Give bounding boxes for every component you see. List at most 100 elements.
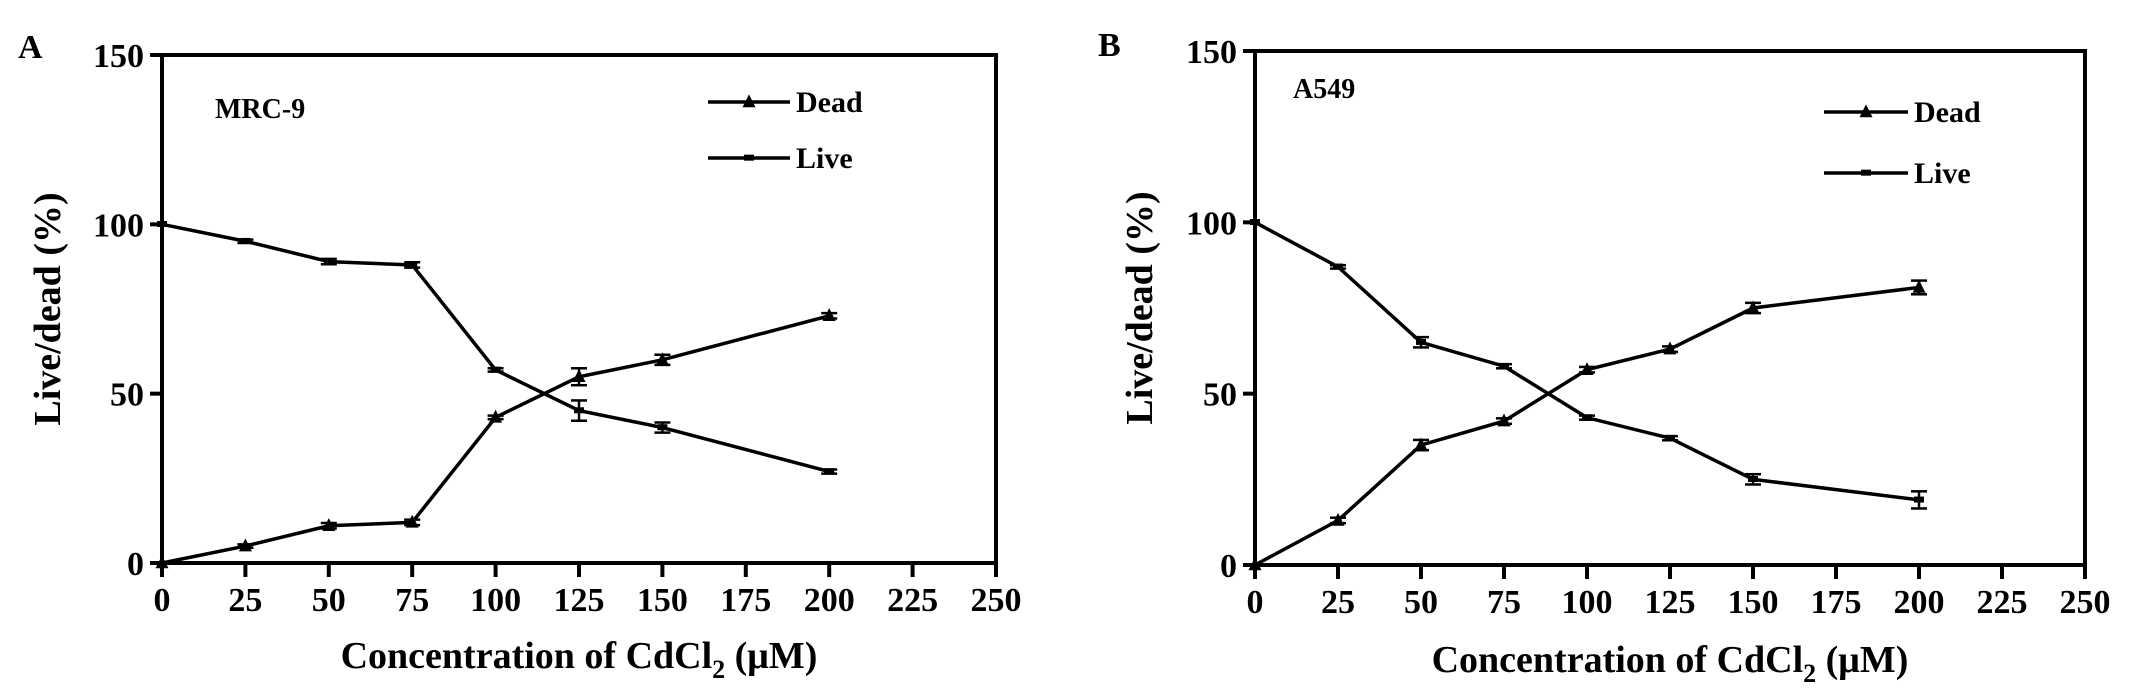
- x-axis-label-unit: (μM): [1816, 639, 1908, 681]
- series-line-live: [161, 222, 830, 474]
- y-tick-label: 100: [1186, 205, 1237, 242]
- legend-marker: [742, 94, 756, 108]
- series-dead: [1248, 279, 1927, 571]
- x-tick-label: 175: [1811, 584, 1862, 621]
- x-axis-label: Concentration of CdCl2 (μM): [1432, 639, 1909, 688]
- x-tick-label: 25: [228, 582, 262, 619]
- data-point-dead: [1663, 341, 1677, 355]
- series-dead: [155, 308, 838, 569]
- x-axis-label: Concentration of CdCl2 (μM): [341, 635, 818, 684]
- data-point-dead: [655, 352, 669, 366]
- legend-label: Dead: [1914, 96, 1981, 129]
- x-tick-label: 125: [1645, 584, 1696, 621]
- x-tick-label: 50: [1404, 584, 1438, 621]
- x-tick-label: 125: [554, 582, 605, 619]
- x-axis-label-main: Concentration of CdCl: [341, 635, 713, 677]
- legend-marker: [744, 154, 754, 161]
- y-tick-label: 0: [127, 546, 144, 583]
- plot-frame: [160, 53, 998, 565]
- data-point-live: [407, 261, 418, 268]
- y-tick-label: 50: [1203, 377, 1237, 414]
- data-point-dead: [155, 555, 169, 569]
- x-tick-label: 250: [971, 582, 1022, 619]
- legend-label: Live: [796, 142, 853, 175]
- y-tick-label: 150: [93, 38, 144, 75]
- series-line-live: [1254, 220, 1920, 502]
- x-tick-label: 225: [887, 582, 938, 619]
- y-tick-label: 100: [93, 207, 144, 244]
- data-point-dead: [1912, 279, 1926, 293]
- data-point-dead: [1414, 437, 1428, 451]
- y-tick-label: 0: [1220, 548, 1237, 585]
- series-live: [157, 221, 838, 475]
- x-tick-label: 150: [1728, 584, 1779, 621]
- cell-line-annotation: A549: [1293, 74, 1355, 105]
- data-point-dead: [1248, 557, 1262, 571]
- legend-marker: [1861, 169, 1871, 176]
- x-tick-label: 200: [1894, 584, 1945, 621]
- data-point-live: [1250, 219, 1260, 225]
- data-point-live: [240, 237, 251, 244]
- data-point-live: [824, 468, 835, 475]
- x-tick-label: 0: [154, 582, 171, 619]
- x-axis-label-unit: (μM): [725, 635, 817, 677]
- y-tick-label: 150: [1186, 34, 1237, 71]
- data-point-live: [1914, 496, 1924, 503]
- cell-line-annotation: MRC-9: [215, 94, 305, 125]
- data-point-dead: [1580, 362, 1594, 375]
- legend-entry-live: Live: [708, 142, 853, 175]
- y-axis-label: Live/dead (%): [27, 192, 69, 425]
- legend-entry-dead: Dead: [708, 86, 863, 119]
- data-point-live: [574, 407, 584, 414]
- legend-label: Live: [1914, 157, 1971, 190]
- x-tick-label: 75: [1487, 584, 1521, 621]
- x-tick-label: 250: [2060, 584, 2111, 621]
- series-line-dead: [161, 314, 830, 565]
- y-axis-label: Live/dead (%): [1119, 191, 1161, 424]
- x-tick-label: 150: [637, 582, 688, 619]
- x-tick-label: 50: [312, 582, 346, 619]
- x-axis-label-subscript: 2: [1803, 659, 1816, 688]
- data-point-live: [490, 366, 501, 373]
- data-point-live: [157, 221, 167, 227]
- data-point-live: [1748, 476, 1758, 482]
- data-point-dead: [572, 369, 586, 382]
- legend-marker: [1859, 104, 1873, 118]
- x-tick-label: 0: [1247, 584, 1264, 621]
- data-point-dead: [405, 514, 419, 528]
- x-axis-label-subscript: 2: [712, 655, 725, 684]
- x-axis-label-main: Concentration of CdCl: [1432, 639, 1804, 681]
- data-point-dead: [322, 518, 336, 532]
- data-point-dead: [1497, 413, 1511, 427]
- legend-entry-live: Live: [1824, 157, 1971, 190]
- series-live: [1250, 219, 1927, 510]
- x-tick-label: 100: [470, 582, 521, 619]
- data-point-live: [1665, 434, 1675, 441]
- data-point-dead: [1746, 300, 1760, 314]
- panel-letter: B: [1098, 27, 1121, 64]
- chart-panel-a: A 0 50 100 150 0 25 50 75 100 125 150 175 200 225 250 Li…: [18, 29, 1022, 684]
- x-tick-label: 225: [1977, 584, 2028, 621]
- data-point-live: [1499, 362, 1509, 369]
- x-tick-label: 175: [720, 582, 771, 619]
- data-point-dead: [822, 308, 836, 322]
- legend-entry-dead: Dead: [1824, 96, 1981, 129]
- data-point-live: [323, 258, 334, 265]
- data-point-live: [1333, 263, 1343, 270]
- panel-letter: A: [18, 29, 43, 66]
- data-point-live: [1416, 338, 1426, 345]
- data-point-live: [1582, 414, 1592, 421]
- data-point-dead: [238, 538, 252, 552]
- x-tick-label: 25: [1321, 584, 1355, 621]
- x-tick-label: 75: [395, 582, 429, 619]
- chart-panel-b: B 0 50 100 150 0 25 50 75 100 125 150 175 200 225 250 Li…: [1098, 27, 2111, 688]
- series-line-dead: [1254, 285, 1920, 567]
- x-tick-label: 100: [1562, 584, 1613, 621]
- x-tick-label: 200: [804, 582, 855, 619]
- data-point-dead: [489, 409, 503, 423]
- data-point-dead: [1331, 512, 1345, 526]
- data-point-live: [657, 424, 668, 431]
- legend-label: Dead: [796, 86, 863, 119]
- y-tick-label: 50: [110, 377, 144, 414]
